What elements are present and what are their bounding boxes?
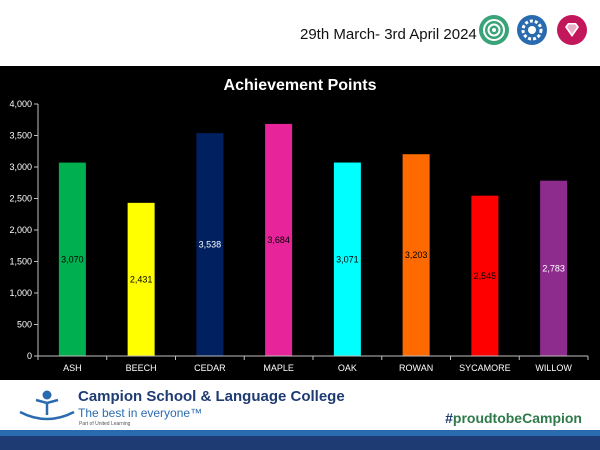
hashtag-prefix: # [445,410,453,426]
date-range: 29th March- 3rd April 2024 [300,26,477,43]
bar-chart: Achievement Points 0 500 1,000 1,500 2,000 2,… [9,77,589,373]
y-tick-label: 3,000 [9,162,32,172]
bar-oak [333,162,361,356]
y-tick-label: 2,500 [9,194,32,204]
target-rings-icon [479,15,509,45]
data-label: 3,684 [267,235,290,245]
y-tick-label: 3,500 [9,131,32,141]
data-label: 2,545 [474,271,497,281]
x-tick-label: ASH [63,363,82,373]
footer-stripe-light [0,430,600,436]
bar-willow [540,180,568,356]
y-tick-label: 0 [27,351,32,361]
x-axis: ASH BEECH CEDAR MAPLE OAK ROWAN SYCAMORE WILLOW [37,355,589,373]
school-logo-icon [19,390,75,421]
y-axis: 0 500 1,000 1,500 2,000 2,500 3,000 3,500 4,000 [9,99,39,361]
y-tick-label: 1,000 [9,288,32,298]
diamond-icon [557,15,587,45]
bar-sycamore [471,195,499,356]
data-label: 3,070 [61,254,84,264]
chart-panel: Achievement Points 0 500 1,000 1,500 2,000 2,… [0,66,600,380]
y-tick-label: 2,000 [9,225,32,235]
hashtag-text: proudtobeCampion [452,410,582,426]
y-tick-label: 4,000 [9,99,32,109]
x-tick-label: BEECH [126,363,157,373]
data-label: 2,431 [130,274,153,284]
x-tick-label: MAPLE [263,363,294,373]
x-tick-label: WILLOW [535,363,572,373]
bar-rowan [402,154,430,356]
y-tick-label: 1,500 [9,257,32,267]
hashtag: #proudtobeCampion [445,410,582,426]
school-name: Campion School & Language College [78,388,345,405]
data-label: 3,071 [336,254,359,264]
bar-beech [127,202,155,356]
x-tick-label: CEDAR [194,363,226,373]
bar-cedar [196,133,224,356]
y-tick-label: 500 [17,320,32,330]
x-tick-label: ROWAN [399,363,433,373]
chart-title: Achievement Points [224,77,377,94]
bar-maple [265,123,293,356]
x-tick-label: OAK [338,363,357,373]
school-sub-tagline: Part of United Learning [79,421,131,427]
slide-header: 29th March- 3rd April 2024 [0,0,600,68]
house-badges [478,14,590,50]
bars: 3,070 2,431 3,538 3,684 3,071 3,203 2,545 2,783 [58,123,568,356]
footer-stripe-dark [0,436,600,450]
gear-head-icon [517,15,547,45]
data-label: 3,538 [199,240,222,250]
school-tagline: The best in everyone™ [78,406,203,420]
x-tick-label: SYCAMORE [459,363,511,373]
data-label: 3,203 [405,250,428,260]
data-label: 2,783 [542,263,565,273]
bar-ash [58,162,86,356]
